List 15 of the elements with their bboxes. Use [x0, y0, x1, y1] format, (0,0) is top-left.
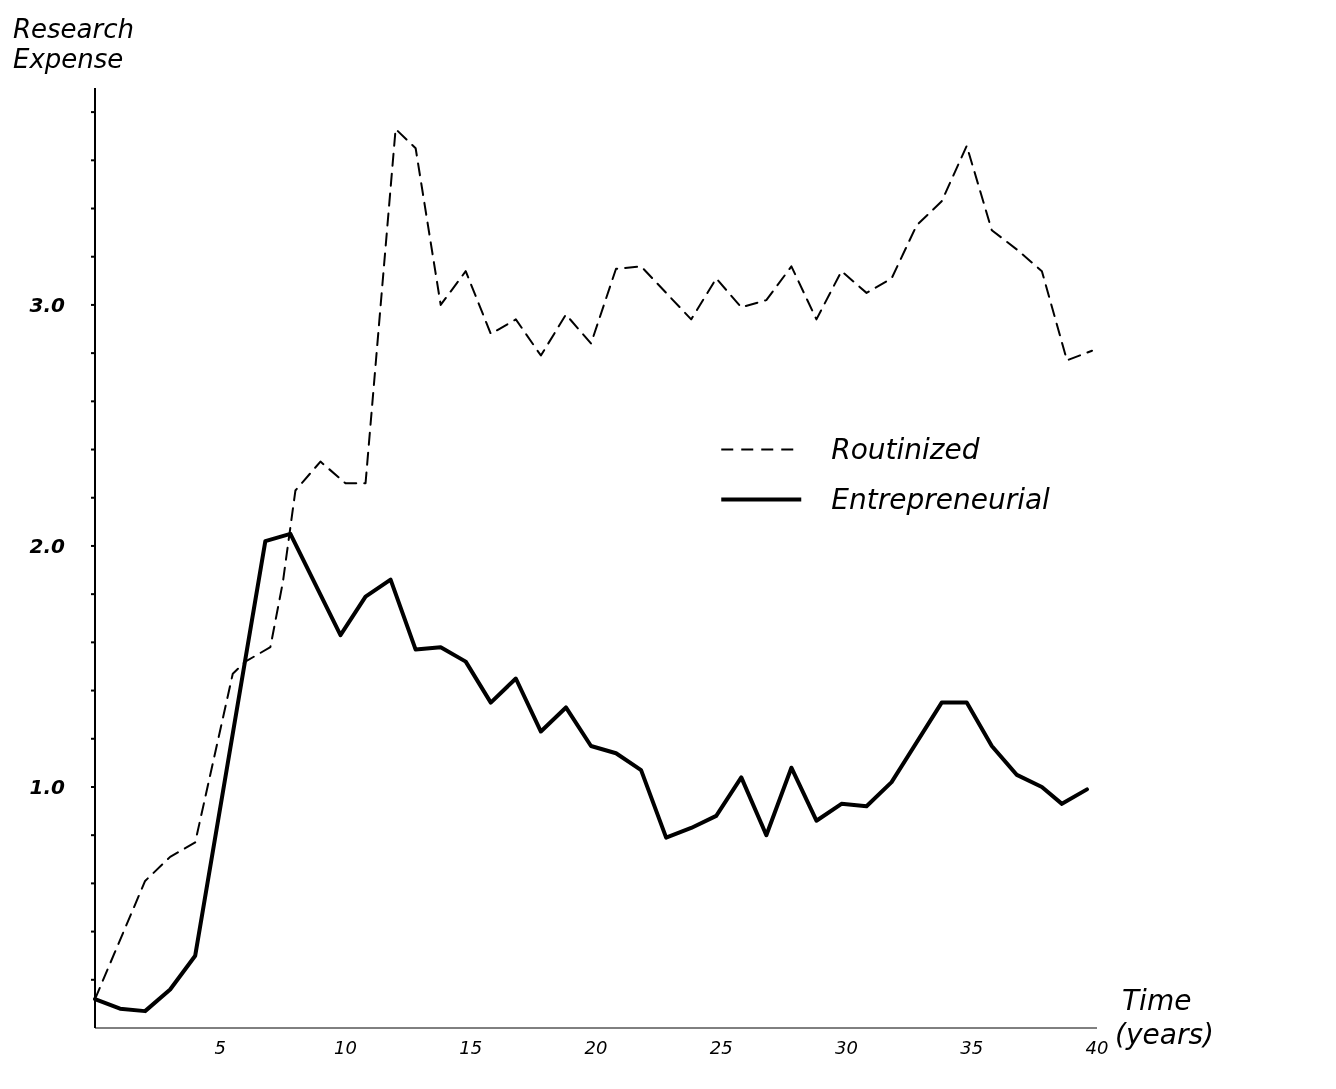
x-axis-title: Time (years) [1115, 984, 1214, 1051]
x-tick-label: 25 [709, 1037, 733, 1058]
legend-label: Routinized [831, 433, 980, 467]
x-tick-label: 30 [835, 1037, 858, 1058]
x-tick-label: 5 [214, 1037, 226, 1058]
x-tick-label: 40 [1085, 1037, 1109, 1058]
y-tick-label: 3.0 [29, 292, 66, 317]
x-tick-label: 15 [459, 1037, 483, 1058]
y-tick-label: 2.0 [29, 533, 66, 558]
y-tick-label: 1.0 [29, 774, 66, 799]
x-tick-label: 10 [334, 1037, 357, 1058]
legend-label: Entrepreneurial [831, 483, 1051, 517]
x-tick-label: 35 [960, 1037, 984, 1058]
x-tick-label: 20 [584, 1037, 608, 1058]
y-axis-title: Research Expense [13, 14, 134, 74]
